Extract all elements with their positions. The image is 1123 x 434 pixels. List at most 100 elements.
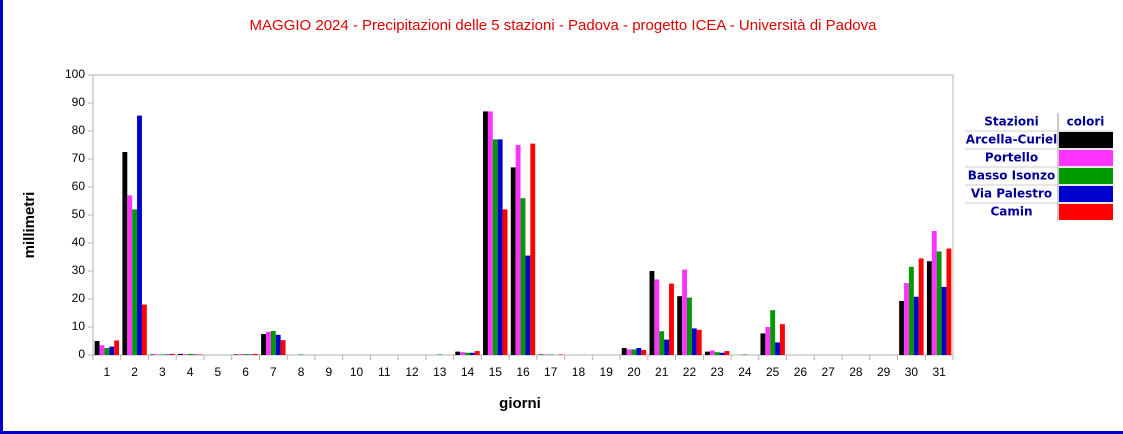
bar [104, 348, 110, 355]
x-tick-label: 16 [516, 365, 530, 379]
bar [760, 333, 766, 355]
bar [474, 351, 480, 355]
bar [696, 329, 702, 355]
legend-label: Portello [985, 151, 1038, 165]
bar [164, 354, 170, 355]
bar [280, 340, 286, 355]
bar [899, 300, 905, 355]
bar [631, 349, 637, 355]
bar [538, 354, 544, 355]
legend-swatch [1059, 204, 1113, 220]
bar [691, 328, 697, 355]
bar [192, 354, 198, 355]
bar [765, 327, 771, 355]
bar [775, 342, 781, 355]
bar [770, 310, 776, 355]
legend-header: Stazioni [984, 115, 1038, 129]
x-tick-label: 17 [544, 365, 558, 379]
y-tick-label: 70 [72, 151, 86, 165]
bar [558, 354, 563, 355]
x-tick-label: 1 [104, 365, 111, 379]
x-tick-label: 4 [187, 365, 194, 379]
x-tick-label: 3 [159, 365, 166, 379]
bar [908, 266, 914, 355]
y-tick-label: 90 [72, 95, 86, 109]
bar [243, 354, 249, 355]
x-tick-label: 19 [600, 365, 614, 379]
x-tick-label: 29 [877, 365, 891, 379]
x-tick-label: 18 [572, 365, 586, 379]
legend-swatch [1059, 168, 1113, 184]
bar [926, 261, 932, 355]
bar [187, 353, 193, 355]
legend-swatch [1059, 150, 1113, 166]
x-tick-label: 25 [766, 365, 780, 379]
y-tick-label: 0 [78, 347, 85, 361]
bar [460, 352, 466, 355]
bar [150, 354, 156, 355]
bar [649, 271, 655, 355]
bar [261, 334, 266, 355]
bar [137, 115, 142, 355]
bar [265, 331, 271, 355]
bar [780, 324, 785, 355]
bar [621, 348, 627, 355]
bar [182, 354, 188, 355]
x-tick-label: 9 [325, 365, 332, 379]
bar [248, 354, 253, 355]
bar [525, 255, 531, 355]
x-tick-label: 23 [711, 365, 725, 379]
bar [270, 330, 276, 355]
bar [497, 139, 503, 355]
bar [233, 354, 239, 355]
chart-title: MAGGIO 2024 - Precipitazioni delle 5 sta… [250, 17, 878, 34]
bar [669, 283, 674, 355]
bar [724, 351, 730, 355]
bar [664, 339, 670, 355]
bar [515, 145, 521, 355]
bar [275, 334, 281, 355]
bar [132, 209, 138, 355]
legend-swatch [1059, 186, 1113, 202]
bar [742, 354, 748, 355]
bar [913, 296, 919, 355]
x-tick-label: 5 [214, 365, 221, 379]
x-axis-label: giorni [499, 395, 541, 412]
bar [169, 353, 175, 355]
bar [197, 354, 203, 355]
x-tick-label: 20 [627, 365, 641, 379]
bar [530, 143, 536, 355]
bar [487, 111, 493, 356]
x-tick-label: 8 [298, 365, 305, 379]
bar [99, 345, 105, 355]
bar [704, 351, 710, 355]
bar [636, 348, 642, 355]
bar [654, 279, 660, 355]
bar [936, 251, 942, 355]
bar [127, 195, 133, 355]
legend-label: Camin [990, 205, 1032, 219]
bar [177, 353, 183, 355]
x-tick-label: 7 [270, 365, 277, 379]
bar [682, 269, 688, 355]
legend-swatch [1059, 132, 1113, 148]
legend-header: colori [1067, 115, 1105, 129]
bar [114, 340, 120, 355]
bar [659, 331, 665, 355]
bar [469, 352, 475, 355]
bar [677, 296, 683, 355]
bar [492, 139, 498, 355]
bar [298, 354, 304, 355]
bar [238, 354, 244, 355]
y-axis-label: millimetri [21, 192, 38, 259]
bar [483, 111, 488, 356]
bar [714, 352, 720, 355]
bar [465, 352, 470, 355]
x-tick-label: 27 [821, 365, 835, 379]
x-tick-label: 10 [350, 365, 364, 379]
legend-label: Basso Isonzo [968, 169, 1056, 183]
x-tick-label: 28 [849, 365, 863, 379]
bar [626, 349, 632, 355]
x-tick-label: 24 [738, 365, 752, 379]
